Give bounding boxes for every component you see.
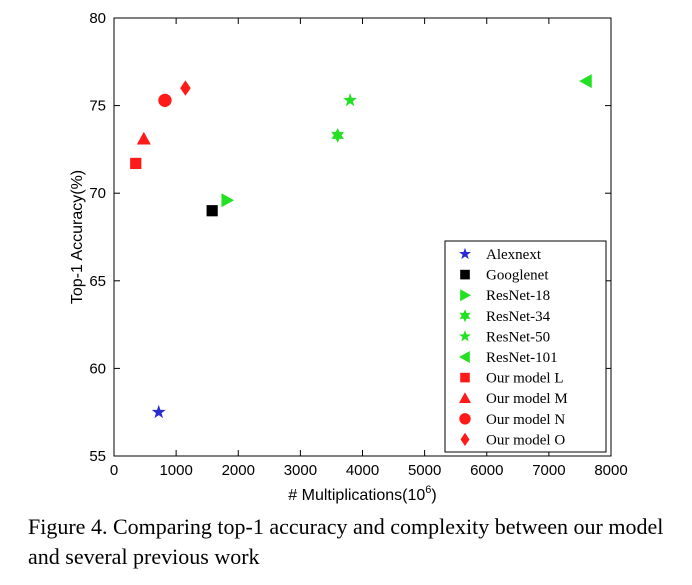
legend-marker [459,247,471,260]
legend-label: ResNet-34 [486,309,551,325]
x-tick-label: 3000 [284,462,317,479]
legend: Alexnext Googlenet ResNet-18 ResNet-34 ResNe… [444,240,607,453]
legend-marker [460,372,470,383]
data-point [151,404,166,419]
data-point [343,92,358,107]
data-point [579,74,592,89]
legend-label: Googlenet [486,268,549,284]
y-axis-label: Top-1 Accuracy(%) [69,170,86,304]
legend-marker [459,309,471,323]
data-point [221,193,235,208]
x-tick-label: 6000 [470,462,503,479]
legend-box [444,240,607,453]
x-tick-label: 1000 [159,462,192,479]
data-point [130,157,142,170]
x-tick-label: 5000 [408,462,441,479]
scatter-chart: 0 1000 2000 3000 4000 5000 6000 7000 8000 55 60 65 7… [69,10,628,504]
x-tick-label: 8000 [594,462,627,479]
legend-label: Our model N [486,412,565,428]
legend-label: ResNet-101 [486,350,558,366]
legend-marker [460,289,471,302]
figure-caption: Figure 4. Comparing top-1 accuracy and c… [28,514,664,569]
y-tick-label: 55 [89,448,106,465]
legend-marker [459,351,470,363]
x-tick-label: 7000 [532,462,565,479]
legend-marker [459,413,471,425]
legend-label: Our model O [486,432,565,448]
data-point [331,128,345,143]
legend-label: ResNet-50 [486,329,550,345]
legend-label: Alexnext [486,247,542,263]
data-point [180,80,191,96]
legend-marker [460,269,470,280]
legend-marker [459,330,471,342]
legend-marker [459,392,471,403]
y-tick-label: 65 [89,273,106,290]
data-point [136,131,151,145]
data-points [130,74,592,419]
y-tick-label: 70 [89,185,106,202]
legend-marker [460,432,470,446]
x-tick-label: 0 [110,462,118,479]
legend-label: Our model L [486,371,563,387]
x-tick-label: 2000 [222,462,255,479]
y-tick-label: 75 [89,98,106,115]
legend-label: ResNet-18 [486,288,550,304]
x-tick-label: 4000 [346,462,379,479]
x-axis-label: # Multiplications(106) [288,484,436,504]
data-point [206,205,218,217]
data-point [158,93,172,107]
y-tick-label: 80 [89,10,106,27]
y-tick-label: 60 [89,360,106,377]
axis-ticks: 0 1000 2000 3000 4000 5000 6000 7000 8000 55 60 65 7… [89,10,627,479]
legend-label: Our model M [486,391,568,407]
